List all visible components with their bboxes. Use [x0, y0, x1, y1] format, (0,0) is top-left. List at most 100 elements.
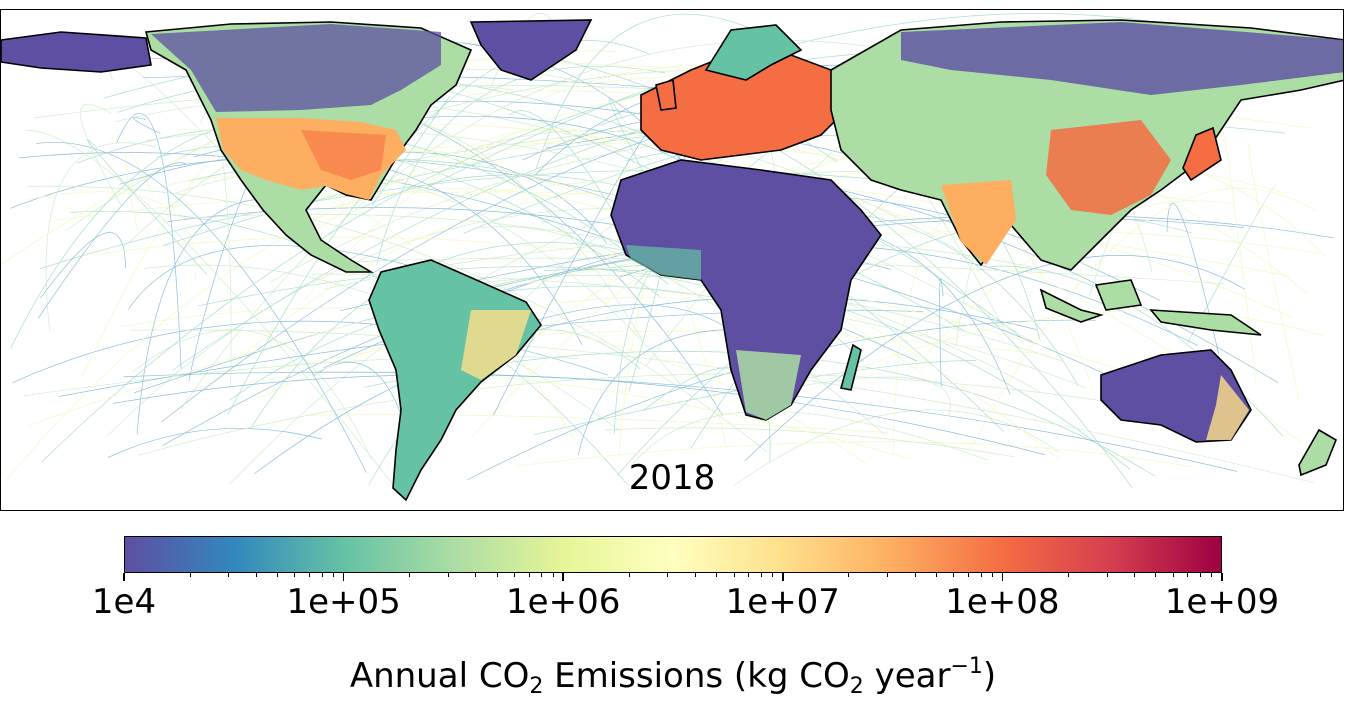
- track-line: [632, 410, 988, 466]
- track-line: [970, 188, 1317, 450]
- track-line: [80, 103, 122, 206]
- colorbar-minor-tick: [1068, 573, 1069, 577]
- track-line: [543, 268, 1131, 470]
- track-line: [744, 255, 1245, 462]
- colorbar-tick-label: 1e4: [91, 582, 157, 622]
- track-line: [25, 130, 398, 490]
- new-zealand: [1298, 428, 1337, 477]
- colorbar-minor-tick: [409, 573, 411, 577]
- track-line: [119, 154, 583, 346]
- emissions-map: [0, 9, 1344, 511]
- track-line: [449, 179, 1294, 319]
- japan: [1182, 126, 1222, 182]
- colorbar-minor-tick: [935, 573, 937, 577]
- britain: [655, 78, 677, 111]
- track-line: [36, 142, 367, 473]
- track-line: [371, 96, 450, 206]
- track-line: [198, 266, 724, 307]
- colorbar-label-suffix: ): [982, 656, 997, 696]
- track-line: [608, 98, 651, 187]
- track-line: [92, 236, 1220, 403]
- colorbar-minor-tick: [733, 573, 735, 577]
- track-line: [1248, 144, 1300, 402]
- colorbar-minor-tick: [447, 573, 449, 577]
- colorbar-minor-tick: [667, 573, 669, 577]
- colorbar-tick-mark: [782, 573, 784, 581]
- colorbar-minor-tick: [552, 573, 554, 577]
- colorbar-minor-tick: [1187, 573, 1189, 577]
- track-line: [123, 371, 1238, 472]
- colorbar-tick-label: 1e+08: [945, 582, 1060, 622]
- track-line: [162, 176, 580, 447]
- colorbar-minor-tick: [528, 573, 530, 577]
- colorbar-minor-tick: [475, 573, 477, 577]
- colorbar-minor-tick: [276, 573, 278, 577]
- track-line: [355, 151, 608, 244]
- colorbar-minor-tick: [255, 573, 257, 577]
- track-line: [129, 329, 1315, 484]
- colorbar-label-year: year: [863, 656, 951, 696]
- colorbar-tick-mark: [1221, 573, 1223, 581]
- track-line: [509, 110, 632, 245]
- track-line: [27, 191, 197, 281]
- year-label: 2018: [628, 458, 716, 498]
- colorbar-tick-label: 1e+09: [1164, 582, 1280, 622]
- track-line: [87, 139, 207, 275]
- track-line: [133, 117, 161, 134]
- colorbar-minor-tick: [1211, 573, 1213, 577]
- canada-region: [151, 24, 441, 112]
- madagascar: [839, 343, 862, 391]
- track-line: [1187, 183, 1278, 344]
- greenland: [469, 19, 593, 81]
- colorbar-label-sup: −1: [950, 654, 983, 679]
- colorbar-label-prefix: Annual CO: [349, 656, 530, 696]
- colorbar-minor-tick: [321, 573, 323, 577]
- colorbar-tick-mark: [562, 573, 564, 581]
- colorbar-minor-tick: [772, 573, 774, 577]
- track-line: [128, 245, 442, 310]
- colorbar-tick-label: 1e+05: [286, 582, 401, 622]
- colorbar-minor-tick: [953, 573, 955, 577]
- colorbar-minor-tick: [1106, 573, 1108, 577]
- eastern-us: [301, 130, 386, 180]
- colorbar-minor-tick: [228, 573, 230, 577]
- west-africa: [626, 245, 701, 280]
- colorbar-minor-tick: [309, 573, 311, 577]
- colorbar-minor-tick: [1172, 573, 1174, 577]
- russia-region: [901, 22, 1343, 95]
- track-line: [125, 152, 153, 232]
- colorbar-minor-tick: [628, 573, 630, 577]
- track-line: [227, 40, 650, 415]
- colorbar-minor-tick: [967, 573, 969, 577]
- colorbar-minor-tick: [189, 573, 191, 577]
- track-line: [38, 162, 186, 319]
- colorbar-minor-tick: [748, 573, 750, 577]
- track-line: [793, 376, 951, 415]
- south-africa: [736, 350, 801, 420]
- colorbar-label-sub2: 2: [849, 674, 864, 699]
- track-line: [40, 232, 126, 299]
- colorbar-minor-tick: [513, 573, 515, 577]
- track-line: [39, 169, 976, 270]
- colorbar: [124, 536, 1222, 573]
- colorbar-label: Annual CO2 Emissions (kg CO2 year−1): [0, 654, 1346, 698]
- colorbar-minor-tick: [980, 573, 982, 577]
- track-line: [45, 142, 156, 332]
- track-line: [26, 185, 768, 453]
- track-line: [138, 373, 1174, 456]
- brazil-coast: [461, 310, 531, 380]
- colorbar-minor-tick: [1155, 573, 1157, 577]
- colorbar-minor-tick: [1134, 573, 1136, 577]
- colorbar-minor-tick: [1200, 573, 1202, 577]
- map-canvas: [1, 12, 1343, 502]
- colorbar-minor-tick: [914, 573, 916, 577]
- colorbar-minor-tick: [761, 573, 763, 577]
- track-line: [113, 374, 1045, 455]
- india-region: [941, 180, 1016, 265]
- colorbar-tick-mark: [1001, 573, 1004, 581]
- track-line: [939, 278, 944, 387]
- colorbar-minor-tick: [887, 573, 889, 577]
- colorbar-minor-tick: [541, 573, 543, 577]
- australia-east-coast: [1206, 375, 1249, 440]
- colorbar-minor-tick: [716, 573, 718, 577]
